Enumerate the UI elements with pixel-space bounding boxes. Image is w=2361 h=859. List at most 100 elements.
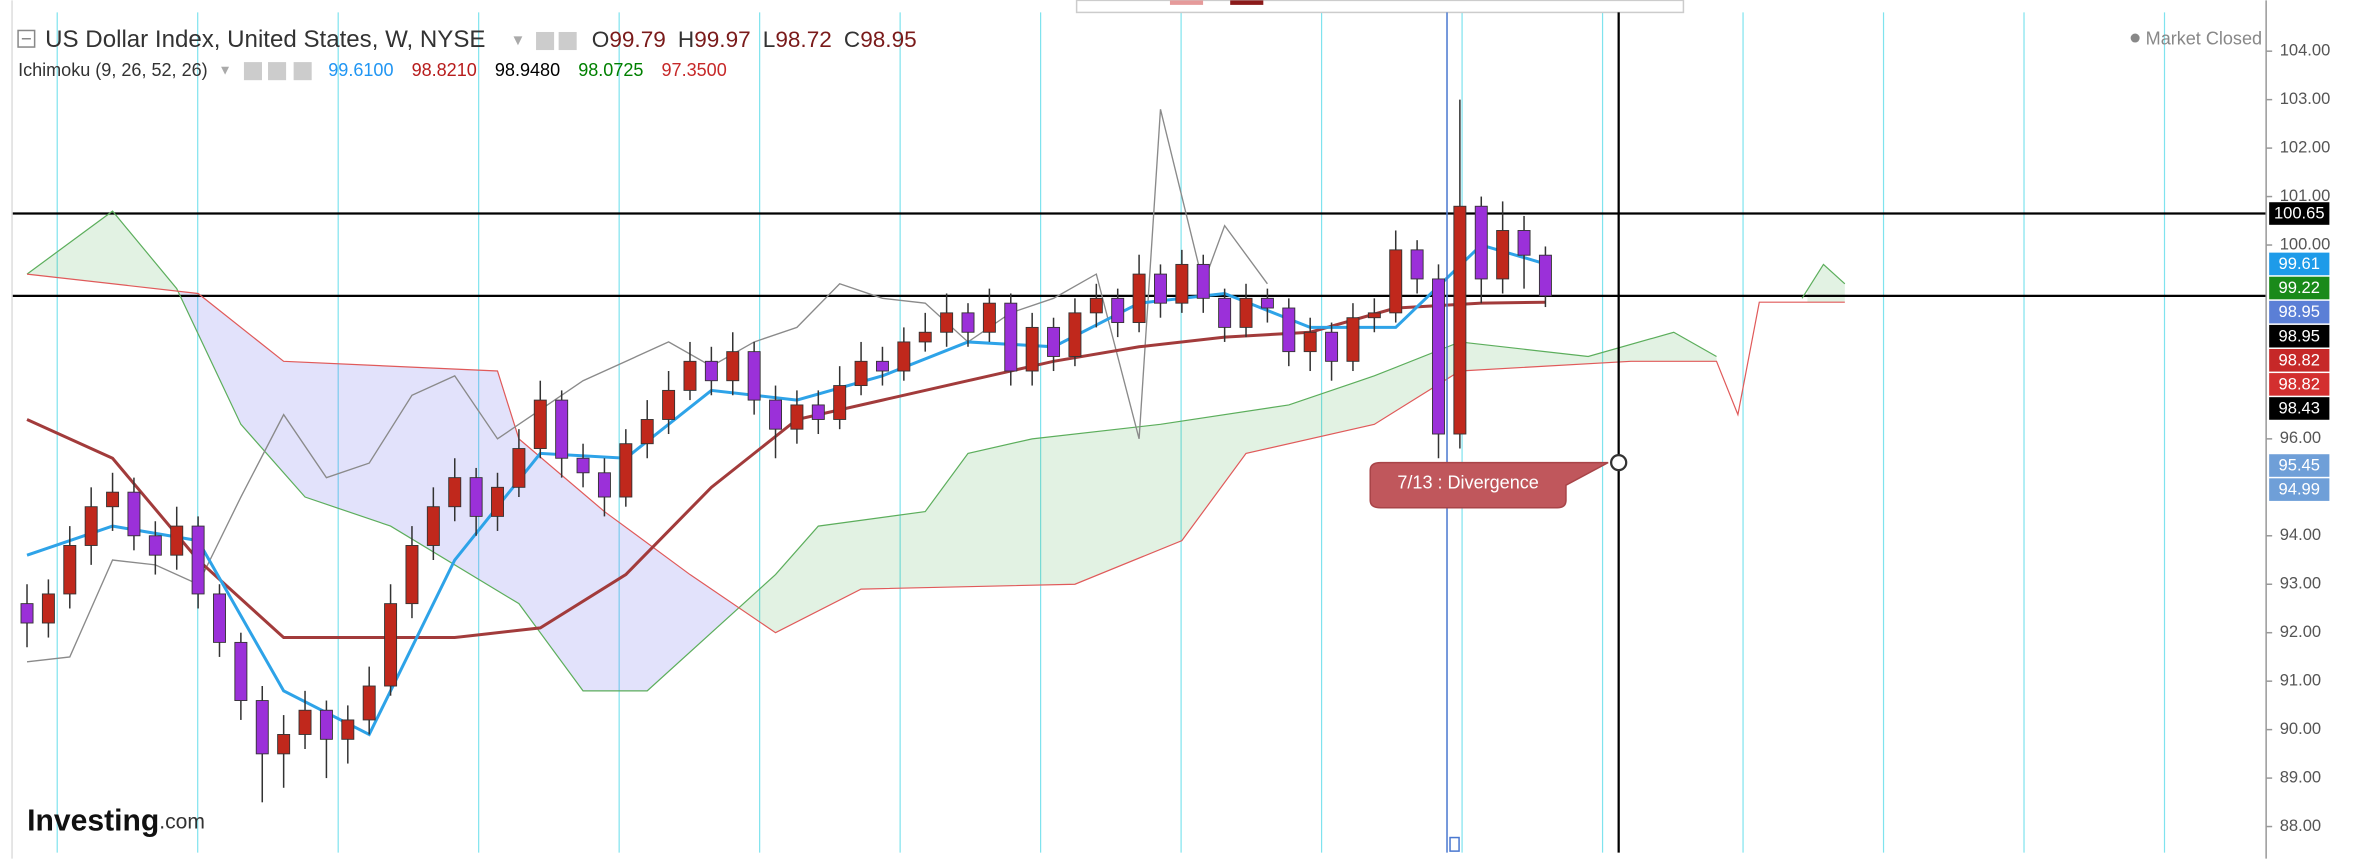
candle-body <box>1196 263 1210 299</box>
toolbar-swatch <box>1230 0 1264 5</box>
candle-body <box>191 525 205 595</box>
y-tick-label: 91.00 <box>2280 671 2321 690</box>
price-tag <box>2269 373 2330 396</box>
candle-body <box>1453 205 1467 435</box>
candle-body <box>769 399 783 430</box>
ohlc-value: 99.97 <box>694 27 751 52</box>
candle-body <box>640 419 654 445</box>
ohlc-value: 99.79 <box>609 27 666 52</box>
settings-icon[interactable] <box>558 31 577 51</box>
candle-body <box>148 535 162 556</box>
candle-body <box>1346 317 1360 362</box>
price-tag-label: 95.45 <box>2279 456 2320 475</box>
candle-body <box>811 404 825 420</box>
candle-body <box>1389 249 1403 314</box>
y-tick-label: 101.00 <box>2280 186 2331 205</box>
price-tag-label: 100.65 <box>2274 204 2325 223</box>
candle-body <box>1367 312 1381 319</box>
indicator-value: 98.0725 <box>578 60 643 80</box>
ohlc-header: O99.79 H99.97 L98.72 C98.95 <box>592 27 917 52</box>
y-tick-label: 92.00 <box>2280 622 2321 641</box>
header: US Dollar Index, United States, W, NYSE <box>45 26 485 53</box>
indicator-icon[interactable] <box>293 62 312 81</box>
candle-body <box>1239 297 1253 328</box>
candle-body <box>833 385 847 420</box>
ohlc-label: H <box>678 27 694 52</box>
candle-body <box>576 457 590 474</box>
indicator-name: Ichimoku (9, 26, 52, 26) <box>18 60 208 80</box>
cloud <box>1807 264 1845 303</box>
candle-body <box>1111 297 1125 324</box>
candle-body <box>41 593 55 624</box>
candle-body <box>277 734 291 755</box>
candle-body <box>469 477 483 517</box>
price-tag <box>2269 202 2330 225</box>
y-tick-label: 90.00 <box>2280 719 2321 738</box>
indicator-value: 97.3500 <box>662 60 727 80</box>
price-tag <box>2269 454 2330 477</box>
candle-body <box>1474 205 1488 280</box>
indicator-icon[interactable] <box>268 62 287 81</box>
indicator-line <box>26 109 1268 663</box>
brand: Investing.com <box>27 804 205 837</box>
anchor-handle[interactable] <box>1610 453 1628 472</box>
cloud <box>738 332 1717 633</box>
candle-body <box>1218 297 1232 328</box>
callout[interactable] <box>1369 461 1609 509</box>
price-tag <box>2269 397 2330 420</box>
y-tick-label: 89.00 <box>2280 767 2321 786</box>
candle-body <box>897 341 911 372</box>
candle-body <box>234 641 248 702</box>
candle-body <box>1538 254 1552 297</box>
y-tick-label: 102.00 <box>2280 137 2331 156</box>
candle-body <box>255 700 269 755</box>
price-tag-label: 98.43 <box>2279 399 2320 418</box>
indicator-line <box>26 210 1846 692</box>
ohlc-label: O <box>592 27 610 52</box>
candle-body <box>1282 307 1296 353</box>
y-tick-label: 96.00 <box>2280 428 2321 447</box>
candle-body <box>1089 297 1103 314</box>
bar-marker[interactable] <box>1449 836 1460 852</box>
candle-body <box>1132 273 1146 324</box>
candle-body <box>1025 326 1039 372</box>
candle-body <box>619 443 633 498</box>
candle-body <box>127 491 141 537</box>
candle-body <box>961 312 975 333</box>
candle-body <box>747 351 761 401</box>
toolbar-edge <box>1075 0 1685 14</box>
chart-title: US Dollar Index, United States, W, NYSE <box>45 26 485 53</box>
price-tag <box>2269 324 2330 348</box>
dropdown-icon[interactable]: ▼ <box>218 63 231 78</box>
indicator-header: Ichimoku (9, 26, 52, 26) <box>18 60 208 80</box>
candle-body <box>555 399 569 459</box>
price-tag <box>2269 300 2330 324</box>
price-tag <box>2269 276 2330 300</box>
price-tag <box>2269 252 2330 276</box>
candle-body <box>213 593 226 643</box>
dropdown-icon[interactable]: ▼ <box>510 32 525 49</box>
candle-body <box>1325 331 1339 362</box>
candle-body <box>1047 326 1061 357</box>
candle-body <box>704 360 718 382</box>
candle-body <box>341 719 355 740</box>
price-tag <box>2269 348 2330 372</box>
y-tick-label: 103.00 <box>2280 89 2331 108</box>
price-tag-label: 99.22 <box>2279 278 2320 297</box>
candle-body <box>170 525 184 556</box>
candle-body <box>1004 302 1018 372</box>
candle-body <box>448 477 462 508</box>
candle-body <box>1410 249 1424 280</box>
candle-body <box>918 331 932 343</box>
candle-body <box>662 389 676 420</box>
indicator-icon[interactable] <box>243 62 262 81</box>
ohlc-value: 98.72 <box>775 27 832 52</box>
candle-body <box>426 506 440 546</box>
plot <box>12 99 2267 803</box>
indicator-value: 98.8210 <box>412 60 477 80</box>
annotation-text: 7/13 : Divergence <box>1397 472 1538 492</box>
settings-icon[interactable] <box>536 31 555 51</box>
candle-body <box>63 545 77 595</box>
collapse-icon[interactable] <box>17 29 36 48</box>
